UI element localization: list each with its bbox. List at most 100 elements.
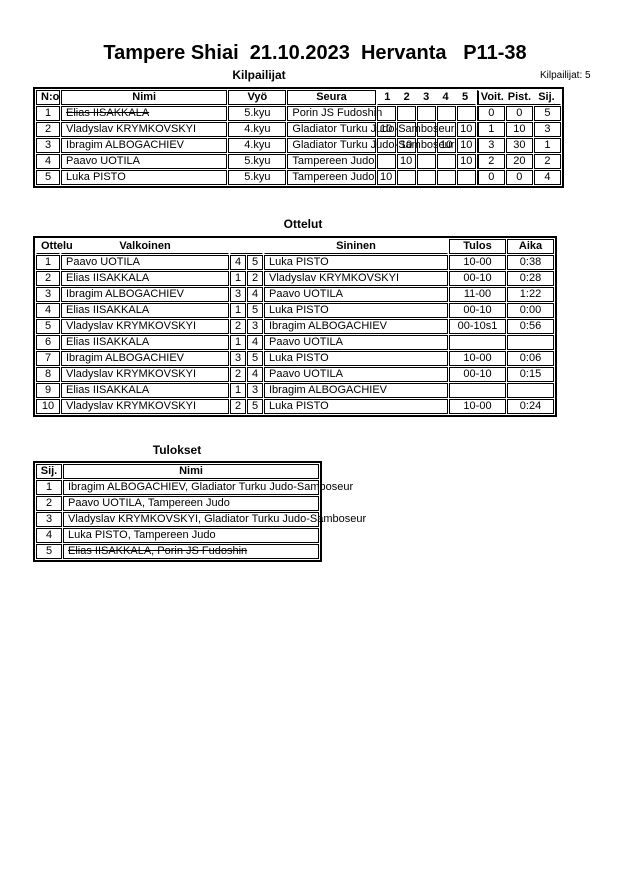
round-header-1: 1 — [384, 91, 391, 103]
match-result — [449, 383, 506, 398]
match-result: 11-00 — [449, 287, 506, 302]
crosstable-cell-3 — [416, 138, 436, 153]
match-white-seed: 2 — [230, 367, 246, 382]
match-number: 9 — [36, 383, 60, 398]
match-white-seed: 1 — [230, 271, 246, 286]
competitor-number: 1 — [36, 106, 61, 121]
match-blue-seed: 4 — [247, 367, 263, 382]
result-place: 3 — [36, 512, 62, 527]
match-result: 00-10 — [449, 271, 506, 286]
competitor-place: 1 — [533, 138, 561, 153]
match-result — [449, 335, 506, 350]
match-blue-name: Ibragim ALBOGACHIEV — [264, 383, 448, 398]
column-headers-rounds: 1 2 3 4 5 — [376, 90, 476, 105]
competitor-belt: 5.kyu — [228, 154, 287, 169]
round-header-4: 4 — [442, 91, 449, 103]
competitor-name: Luka PISTO — [61, 170, 228, 185]
matches-section-title: Ottelut — [283, 217, 323, 231]
match-white-name: Vladyslav KRYMKOVSKYI — [61, 399, 229, 414]
competitors-table: N:o Nimi Vyö Seura 1 2 3 4 5 Voit. — [33, 87, 564, 188]
column-header-points: Pist. — [507, 91, 531, 103]
competitor-row: 3 Ibragim ALBOGACHIEV 4.kyu Gladiator Tu… — [36, 138, 561, 153]
matches-header-row: Ottelu Valkoinen Sininen Tulos Aika — [36, 239, 554, 254]
competitor-place: 2 — [533, 154, 561, 169]
result-row: 3 Vladyslav KRYMKOVSKYI, Gladiator Turku… — [36, 512, 366, 527]
competitor-club: Porin JS Fudoshin — [287, 106, 382, 121]
match-number: 5 — [36, 319, 60, 334]
match-blue-seed: 2 — [247, 271, 263, 286]
match-result: 10-00 — [449, 351, 506, 366]
crosstable-cell-4: 10 — [436, 138, 456, 153]
competitor-place: 4 — [533, 170, 561, 185]
match-blue-name: Paavo UOTILA — [264, 287, 448, 302]
match-result: 10-00 — [449, 255, 506, 270]
matches-table: Ottelu Valkoinen Sininen Tulos Aika 1 Pa… — [33, 236, 557, 417]
result-name: Ibragim ALBOGACHIEV, Gladiator Turku Jud… — [63, 480, 353, 495]
competitor-points: 0 — [505, 106, 533, 121]
competitor-belt: 4.kyu — [228, 122, 287, 137]
competitor-club: Tampereen Judo — [287, 170, 376, 185]
match-blue-seed: 4 — [247, 335, 263, 350]
match-time — [507, 383, 554, 398]
competitor-place: 3 — [533, 122, 561, 137]
competitor-points: 30 — [505, 138, 533, 153]
competitor-wins: 0 — [476, 106, 505, 121]
result-row: 1 Ibragim ALBOGACHIEV, Gladiator Turku J… — [36, 480, 353, 495]
match-blue-seed: 5 — [247, 399, 263, 414]
match-row: 6 Elias IISAKKALA 1 4 Paavo UOTILA — [36, 335, 554, 350]
match-white-seed: 3 — [230, 351, 246, 366]
match-number: 4 — [36, 303, 60, 318]
match-blue-name: Vladyslav KRYMKOVSKYI — [264, 271, 448, 286]
match-white-seed: 2 — [230, 399, 246, 414]
match-row: 9 Elias IISAKKALA 1 3 Ibragim ALBOGACHIE… — [36, 383, 554, 398]
crosstable-cell-4 — [436, 154, 456, 169]
match-blue-name: Luka PISTO — [264, 351, 448, 366]
match-white-name: Elias IISAKKALA — [61, 271, 229, 286]
competitors-header-row: N:o Nimi Vyö Seura 1 2 3 4 5 Voit. — [36, 90, 561, 105]
result-place: 1 — [36, 480, 62, 495]
result-name: Paavo UOTILA, Tampereen Judo — [63, 496, 319, 511]
result-row: 5 Elias IISAKKALA, Porin JS Fudoshin — [36, 544, 319, 559]
match-white-seed: 4 — [230, 255, 246, 270]
competitor-row: 2 Vladyslav KRYMKOVSKYI 4.kyu Gladiator … — [36, 122, 561, 137]
column-header-white: Valkoinen — [61, 239, 229, 254]
match-blue-name: Paavo UOTILA — [264, 367, 448, 382]
round-header-5: 5 — [461, 91, 469, 103]
crosstable-cell-4 — [436, 122, 456, 137]
match-number: 2 — [36, 271, 60, 286]
match-time: 0:24 — [507, 399, 554, 414]
result-place: 4 — [36, 528, 62, 543]
match-result: 00-10s1 — [449, 319, 506, 334]
competitor-name: Paavo UOTILA — [61, 154, 228, 169]
competitors-count-label: Kilpailijat: 5 — [540, 70, 591, 81]
result-row: 4 Luka PISTO, Tampereen Judo — [36, 528, 319, 543]
match-blue-name: Paavo UOTILA — [264, 335, 448, 350]
match-white-name: Ibragim ALBOGACHIEV — [61, 287, 229, 302]
match-white-name: Elias IISAKKALA — [61, 383, 229, 398]
crosstable-cell-5 — [456, 170, 476, 185]
match-blue-seed: 5 — [247, 351, 263, 366]
crosstable-cell-5: 10 — [456, 122, 476, 137]
crosstable-cell-5: 10 — [456, 138, 476, 153]
competitor-belt: 5.kyu — [228, 170, 287, 185]
column-header-result: Tulos — [449, 239, 506, 254]
competitor-club: Tampereen Judo — [287, 154, 376, 169]
match-row: 7 Ibragim ALBOGACHIEV 3 5 Luka PISTO 10-… — [36, 351, 554, 366]
competitor-row: 5 Luka PISTO 5.kyu Tampereen Judo 10 0 0… — [36, 170, 561, 185]
match-white-name: Ibragim ALBOGACHIEV — [61, 351, 229, 366]
crosstable-cell-3 — [416, 106, 436, 121]
column-header-blue: Sininen — [264, 239, 448, 254]
crosstable-cell-1: 10 — [376, 170, 396, 185]
match-row: 2 Elias IISAKKALA 1 2 Vladyslav KRYMKOVS… — [36, 271, 554, 286]
competitor-place: 5 — [533, 106, 561, 121]
competitor-number: 4 — [36, 154, 61, 169]
match-blue-seed: 3 — [247, 383, 263, 398]
match-white-name: Vladyslav KRYMKOVSKYI — [61, 367, 229, 382]
match-row: 10 Vladyslav KRYMKOVSKYI 2 5 Luka PISTO … — [36, 399, 554, 414]
crosstable-cell-1: 10 — [376, 122, 396, 137]
crosstable-cell-4 — [436, 170, 456, 185]
competitor-club: Gladiator Turku Judo-Samboseur — [287, 122, 454, 137]
match-number: 7 — [36, 351, 60, 366]
match-blue-seed: 5 — [247, 255, 263, 270]
